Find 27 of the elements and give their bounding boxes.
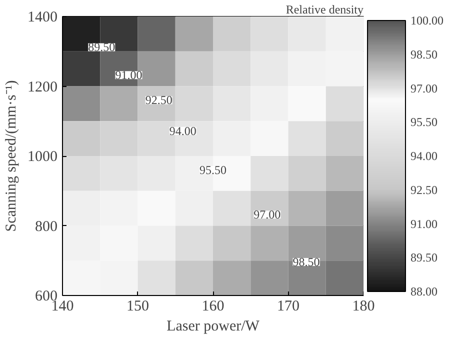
annotation: 89.50 (88, 40, 116, 54)
color-bar-label: 94.00 (410, 149, 438, 163)
annotation: 94.00 (169, 124, 196, 138)
color-bar-label: 98.50 (410, 47, 438, 62)
color-bar-label: 91.00 (410, 216, 438, 231)
x-tick-label: 150 (126, 298, 149, 314)
color-bar-label: 95.50 (410, 115, 438, 130)
x-tick-label: 160 (202, 298, 224, 314)
y-axis-title: Scanning speed/(mm·s⁻¹) (4, 80, 20, 232)
color-bar-label: 100.00 (410, 14, 444, 28)
y-tick-label: 1200 (28, 79, 58, 96)
annotation: 91.00 (115, 68, 142, 82)
y-tick-label: 1400 (28, 10, 58, 26)
annotation: 98.50 (292, 255, 320, 270)
color-bar-title: Relative density (286, 2, 364, 16)
color-bar-label: 97.00 (410, 81, 438, 96)
color-bar-label: 92.50 (410, 182, 438, 197)
annotation: 95.50 (200, 162, 226, 177)
x-tick-label: 170 (277, 298, 300, 314)
y-tick-label: 1000 (28, 149, 58, 165)
color-bar-label: 89.50 (410, 250, 438, 265)
annotation: 97.00 (254, 208, 281, 222)
x-axis-title: Laser power/W (166, 318, 260, 334)
y-tick-label: 800 (35, 218, 58, 235)
annotation: 92.50 (145, 93, 172, 108)
x-tick-label: 180 (352, 298, 375, 314)
color-bar-label: 88.00 (410, 284, 438, 298)
